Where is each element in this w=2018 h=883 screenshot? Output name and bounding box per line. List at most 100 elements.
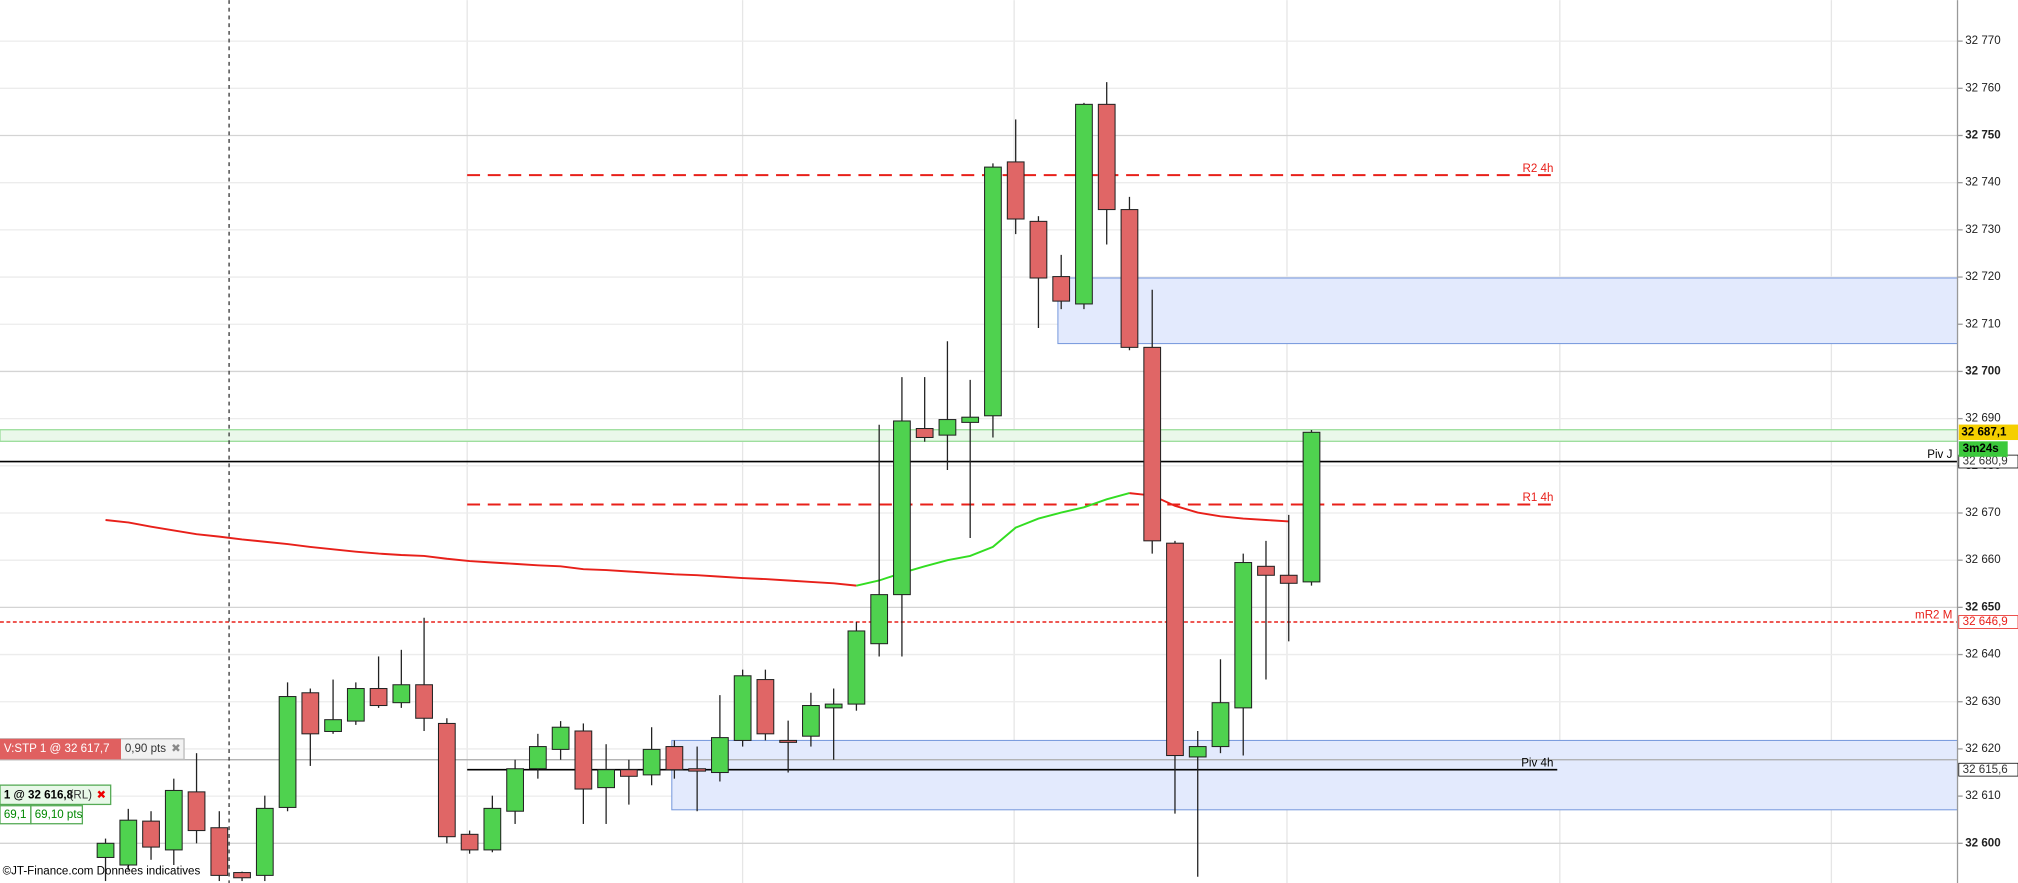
candle-body <box>1257 565 1275 576</box>
position-tag: (RL) <box>69 789 92 801</box>
candle-body <box>733 675 752 741</box>
candle-body <box>1211 702 1230 748</box>
candle-body <box>96 842 115 858</box>
candle-body <box>756 679 775 735</box>
y-tick-label: 32 730 <box>1965 224 2000 236</box>
candle-body <box>1120 209 1139 348</box>
candle-body <box>1188 746 1207 758</box>
candle-body <box>847 630 866 705</box>
footer: ©JT-Finance.com Données indicatives <box>3 865 201 877</box>
y-tick-label: 32 630 <box>1965 696 2000 708</box>
candle-body <box>233 872 251 879</box>
candle-body <box>711 737 729 774</box>
candle-body <box>142 820 160 848</box>
y-tick-label: 32 640 <box>1965 649 2000 661</box>
candle-body <box>301 692 320 735</box>
candle-body <box>210 827 229 876</box>
order-label-box <box>0 738 121 760</box>
position-label: 1 @ 32 616,8 <box>4 789 74 801</box>
candle-body <box>619 769 638 777</box>
price-tag-label: 32 646,9 <box>1963 616 2008 628</box>
y-tick-label: 32 700 <box>1965 365 2000 377</box>
candle-body <box>255 807 274 876</box>
plot: R2 4h R1 4h Piv 4h Piv J mR2 M <box>0 40 1959 882</box>
candle-body <box>346 688 365 722</box>
price-axis: 32 600 32 610 32 620 32 630 32 640 32 650 32 6… <box>1957 35 2018 849</box>
y-tick-label: 32 720 <box>1965 271 2000 283</box>
candle-body <box>415 684 433 719</box>
countdown-box <box>1958 441 2008 457</box>
candle-body <box>551 726 570 750</box>
candle-body <box>437 722 456 838</box>
last-price-tag <box>1958 424 2018 441</box>
y-tick-label: 32 770 <box>1965 35 2000 47</box>
y-tick-label: 32 620 <box>1965 743 2000 755</box>
y-tick-label: 32 710 <box>1965 318 2000 330</box>
candle-body <box>1143 346 1162 542</box>
y-tick-label: 32 660 <box>1965 554 2000 566</box>
countdown: 3m24s <box>1963 443 1999 455</box>
candle-body <box>574 730 593 790</box>
candle-body <box>278 696 297 808</box>
candle-body <box>460 833 479 851</box>
level-label: R1 4h <box>1522 492 1553 504</box>
position-close[interactable]: ✖ <box>97 789 107 801</box>
y-tick-label: 32 690 <box>1965 413 2000 425</box>
candle-body <box>119 819 138 866</box>
y-tick-label: 32 600 <box>1965 837 2000 849</box>
candle-body <box>642 748 661 776</box>
candle-body <box>824 703 843 709</box>
candle-body <box>1166 542 1184 757</box>
candle-body <box>187 791 206 832</box>
candle-body <box>483 807 502 851</box>
order-close[interactable]: ✖ <box>171 743 181 755</box>
candle-body <box>870 594 889 645</box>
position-box[interactable] <box>0 784 112 806</box>
candle-body <box>779 739 798 743</box>
candle-body <box>597 769 616 789</box>
candle-body <box>915 428 934 439</box>
order-detail: 0,90 pts <box>125 743 166 755</box>
candle-body <box>984 166 1002 417</box>
candle-body <box>528 746 547 770</box>
candle-body <box>1075 103 1093 305</box>
candle-body <box>369 688 388 707</box>
pnl: 69,1 <box>4 809 27 821</box>
y-tick-label: 32 740 <box>1965 177 2000 189</box>
order-label: V:STP 1 @ 32 617,7 <box>4 743 110 755</box>
candle-body <box>893 420 911 596</box>
candle-body <box>1234 562 1253 709</box>
pnl-pts: 69,10 pts <box>35 809 83 821</box>
y-tick-label: 32 650 <box>1965 601 2000 613</box>
pnl-pts-box <box>30 805 84 825</box>
price-tag <box>1958 615 2018 629</box>
order-panel: V:STP 1 @ 32 617,7 0,90 pts ✖ 1 @ 32 616… <box>0 738 201 877</box>
price-tag-label: 32 615,6 <box>1963 764 2008 776</box>
y-tick-label: 32 670 <box>1965 507 2000 519</box>
candle-body <box>1097 103 1116 211</box>
candle-body <box>961 416 980 423</box>
level-label: mR2 M <box>1915 610 1952 622</box>
candle-body <box>665 746 684 771</box>
y-tick-label: 32 750 <box>1965 130 2000 142</box>
candle-body <box>938 419 957 436</box>
candle-body <box>392 684 411 704</box>
candle-body <box>688 768 707 772</box>
candle-body <box>1006 161 1025 220</box>
last-price-label: 32 687,1 <box>1961 426 2007 438</box>
level-label: Piv 4h <box>1521 757 1553 769</box>
zone <box>1057 277 1959 345</box>
candle-body <box>1302 431 1321 583</box>
candle-body <box>164 789 183 851</box>
y-tick-label: 32 760 <box>1965 82 2000 94</box>
candle-body <box>1052 276 1071 302</box>
candle-body <box>1029 220 1048 279</box>
price-band <box>0 429 1959 442</box>
candle-body <box>1279 574 1298 584</box>
level-label: Piv J <box>1927 449 1952 461</box>
candle-body <box>506 768 524 812</box>
candle-body <box>802 704 820 737</box>
price-tag <box>1958 762 2018 777</box>
